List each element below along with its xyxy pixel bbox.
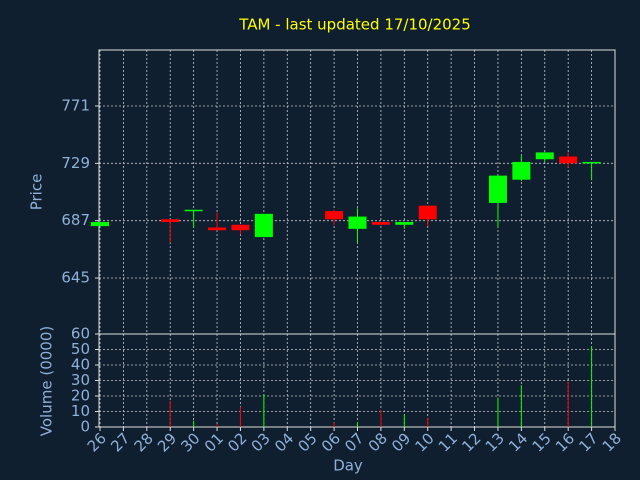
candle-body [254, 213, 273, 238]
x-tick-label: 12 [458, 429, 484, 455]
candle-body [512, 161, 531, 180]
x-tick-label: 08 [365, 429, 391, 455]
x-tick-label: 11 [435, 429, 461, 455]
candle-body [418, 205, 437, 220]
x-tick-label: 16 [552, 429, 578, 455]
candle-body [208, 227, 227, 231]
y-tick-label: 10 [71, 402, 90, 420]
volume-bar [263, 394, 265, 427]
candle-body [488, 175, 507, 203]
volume-bar [403, 414, 405, 427]
x-tick-label: 14 [505, 429, 531, 455]
y-tick-label: 0 [80, 418, 90, 436]
y-axis-label: Volume (0000) [38, 326, 56, 436]
x-tick-label: 28 [131, 429, 157, 455]
x-tick-label: 29 [154, 429, 180, 455]
candle-body [231, 224, 250, 231]
candle-body [91, 222, 109, 227]
y-tick-label: 40 [71, 356, 90, 374]
x-tick-label: 07 [341, 429, 367, 455]
volume-bar [427, 417, 429, 427]
x-tick-label: 04 [271, 429, 297, 455]
candle-body [325, 211, 344, 220]
x-tick-label: 09 [388, 429, 414, 455]
x-tick-label: 17 [575, 429, 601, 455]
x-tick-label: 30 [177, 429, 203, 455]
y-tick-label: 60 [71, 325, 90, 343]
volume-bar [567, 382, 569, 427]
x-tick-label: 01 [201, 429, 227, 455]
candle-body [395, 222, 414, 225]
volume-bar [591, 346, 593, 427]
x-tick-label: 10 [412, 429, 438, 455]
volume-bar [357, 422, 358, 427]
x-tick-label: 13 [482, 429, 508, 455]
plot-frame [98, 49, 616, 335]
volume-bar [497, 397, 499, 427]
x-axis-label: Day [333, 457, 363, 475]
candle-body [582, 161, 601, 164]
x-tick-label: 15 [529, 429, 555, 455]
volume-bar [216, 423, 218, 427]
chart-title: TAM - last updated 17/10/2025 [238, 16, 471, 34]
y-axis-label: Price [28, 174, 46, 211]
volume-bar [239, 406, 241, 427]
candle-body [371, 222, 390, 225]
y-tick-label: 20 [71, 387, 90, 405]
candle-body [161, 219, 180, 223]
y-tick-label: 50 [71, 340, 90, 358]
y-tick-label: 645 [61, 269, 90, 287]
volume-bar [169, 400, 171, 427]
y-tick-label: 30 [71, 371, 90, 389]
y-tick-label: 687 [61, 211, 90, 229]
volume-bar [193, 420, 195, 427]
volume-bar [380, 409, 382, 427]
x-tick-label: 27 [107, 429, 133, 455]
x-tick-label: 06 [318, 429, 344, 455]
candle-body [559, 156, 578, 164]
volume-bar [333, 422, 335, 427]
volume-bar [520, 385, 522, 427]
y-tick-label: 771 [61, 96, 90, 114]
y-tick-label: 729 [61, 154, 90, 172]
candle-body [348, 216, 367, 229]
x-tick-label: 02 [224, 429, 250, 455]
x-tick-label: 05 [294, 429, 320, 455]
x-tick-label: 18 [599, 429, 625, 455]
candle-body [184, 209, 203, 212]
candle-body [535, 152, 554, 160]
x-tick-label: 03 [248, 429, 274, 455]
